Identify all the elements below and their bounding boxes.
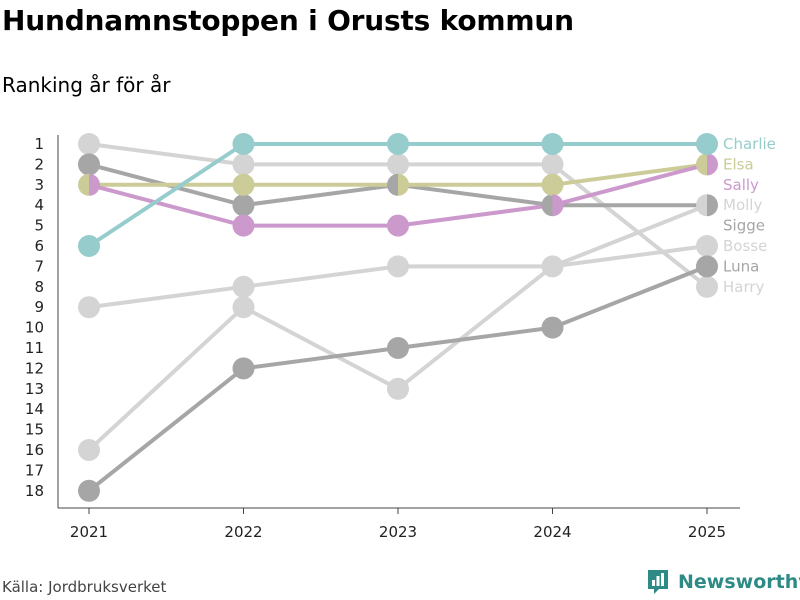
chart-title: Hundnamnstoppen i Orusts kommun — [2, 4, 574, 37]
y-tick-label: 18 — [25, 482, 44, 500]
brand-logo[interactable]: Newsworthy — [646, 568, 800, 596]
y-tick-label: 2 — [34, 155, 44, 173]
end-label-harry: Harry — [723, 278, 765, 296]
marker-sigge-2024[interactable] — [541, 194, 553, 217]
marker-sigge-2023[interactable] — [387, 173, 398, 196]
y-tick-label: 6 — [34, 237, 44, 255]
marker-bosse-2022[interactable] — [232, 275, 255, 298]
marker-elsa-2024[interactable] — [541, 173, 564, 196]
marker-bosse-2021[interactable] — [78, 296, 100, 319]
end-labels: Charlie Elsa Sally Molly Sigge Bosse Luna Harry — [723, 135, 776, 296]
marker-sally-2023[interactable] — [387, 214, 409, 237]
marker-harry-2023[interactable] — [387, 153, 409, 176]
y-tick-label: 15 — [25, 421, 44, 439]
marker-sally-2021[interactable] — [89, 173, 100, 196]
y-tick-label: 10 — [25, 319, 44, 337]
marker-sally-2022[interactable] — [232, 214, 255, 237]
marker-elsa-2021[interactable] — [78, 173, 89, 196]
x-tick-label: 2021 — [70, 523, 108, 541]
y-tick-label: 5 — [34, 217, 44, 235]
y-tick-label: 3 — [34, 176, 44, 194]
y-tick-label: 14 — [25, 400, 44, 418]
marker-charlie-2021[interactable] — [78, 235, 100, 257]
x-tick-label: 2023 — [379, 523, 417, 541]
end-label-molly: Molly — [723, 196, 762, 214]
y-tick-label: 11 — [25, 339, 44, 357]
marker-elsa-2023[interactable] — [398, 173, 410, 196]
y-tick-label: 16 — [25, 441, 44, 459]
newsworthy-icon — [648, 570, 668, 594]
y-tick-label: 8 — [34, 278, 44, 296]
y-tick-label: 1 — [34, 135, 44, 153]
end-label-bosse: Bosse — [723, 237, 767, 255]
marker-molly-2023[interactable] — [387, 377, 409, 400]
y-tick-label: 4 — [34, 196, 44, 214]
chart-subtitle: Ranking år för år — [2, 73, 171, 97]
y-tick-label: 13 — [25, 380, 44, 398]
marker-sally-2025[interactable] — [707, 153, 718, 176]
marker-molly-2025[interactable] — [696, 194, 707, 217]
x-tick-label: 2022 — [224, 523, 262, 541]
brand-name: Newsworthy — [678, 571, 800, 593]
marker-luna-2021[interactable] — [78, 479, 100, 502]
y-tick-label: 9 — [34, 298, 44, 316]
marker-elsa-2022[interactable] — [232, 173, 255, 196]
x-tick-label: 2025 — [688, 523, 726, 541]
marker-harry-2025[interactable] — [696, 275, 718, 298]
marker-harry-2021[interactable] — [78, 133, 100, 155]
y-tick-label: 12 — [25, 359, 44, 377]
marker-charlie-2025[interactable] — [696, 133, 718, 155]
end-label-luna: Luna — [723, 257, 759, 275]
marker-sigge-2022[interactable] — [232, 194, 255, 217]
y-tick-label: 7 — [34, 257, 44, 275]
end-label-sally: Sally — [723, 176, 759, 194]
marker-charlie-2023[interactable] — [387, 133, 409, 155]
end-label-charlie: Charlie — [723, 135, 776, 153]
marker-bosse-2025[interactable] — [696, 235, 718, 257]
marker-charlie-2022[interactable] — [232, 133, 255, 155]
marker-luna-2025[interactable] — [696, 255, 718, 278]
marker-charlie-2024[interactable] — [541, 133, 564, 155]
marker-molly-2021[interactable] — [78, 439, 100, 461]
marker-elsa-2025[interactable] — [696, 153, 707, 176]
y-tick-label: 17 — [25, 461, 44, 479]
marker-bosse-2024[interactable] — [541, 255, 553, 278]
x-tick-label: 2024 — [533, 523, 571, 541]
marker-sigge-2025[interactable] — [707, 194, 718, 217]
marker-luna-2023[interactable] — [387, 337, 409, 359]
marker-sigge-2021[interactable] — [78, 153, 100, 176]
marker-molly-2022[interactable] — [232, 296, 255, 319]
marker-luna-2022[interactable] — [232, 357, 255, 380]
marker-luna-2024[interactable] — [541, 316, 564, 339]
series-markers — [78, 133, 718, 502]
end-label-elsa: Elsa — [723, 155, 754, 173]
marker-sally-2024[interactable] — [552, 194, 564, 217]
end-label-sigge: Sigge — [723, 217, 765, 235]
marker-bosse-2023[interactable] — [387, 255, 409, 278]
source-note: Källa: Jordbruksverket — [2, 578, 167, 596]
marker-harry-2024[interactable] — [541, 153, 564, 176]
series-lines — [87, 142, 709, 493]
series-line-molly — [87, 203, 709, 452]
marker-molly-2024[interactable] — [552, 255, 564, 278]
marker-harry-2022[interactable] — [232, 153, 255, 176]
